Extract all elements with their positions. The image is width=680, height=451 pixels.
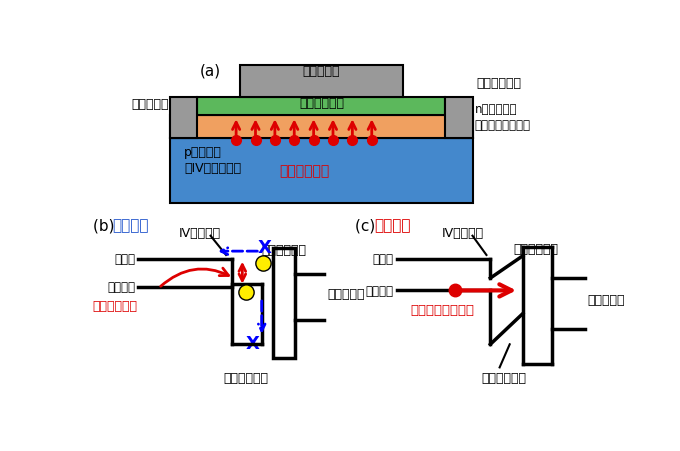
Text: 価電子帯: 価電子帯 [365, 284, 394, 297]
Text: 価電子帯: 価電子帯 [107, 281, 135, 294]
Bar [170, 138, 473, 204]
Text: ゲート電極: ゲート電極 [303, 64, 340, 78]
Bar [197, 98, 445, 115]
Text: ゲート絶縁膜: ゲート絶縁膜 [299, 97, 344, 110]
Bar [445, 98, 473, 138]
Bar [170, 115, 473, 138]
Text: ドレイン電極: ドレイン電極 [477, 77, 522, 90]
Text: 酸化物半導体: 酸化物半導体 [481, 372, 526, 384]
FancyArrowPatch shape [160, 268, 228, 286]
Text: p型ソース
（IV族半導体）: p型ソース （IV族半導体） [184, 146, 241, 175]
Text: (c): (c) [355, 218, 380, 233]
Text: トンネリング: トンネリング [279, 164, 329, 178]
Text: ゲート電極: ゲート電極 [588, 294, 625, 307]
Text: ゲート絶縁膜: ゲート絶縁膜 [513, 242, 558, 255]
Text: 伝導帯: 伝導帯 [114, 253, 135, 266]
Text: ソース電極: ソース電極 [131, 98, 169, 111]
Text: IV族半導体: IV族半導体 [442, 227, 484, 240]
Text: IV族半導体: IV族半導体 [179, 227, 221, 240]
Text: 伝導帯: 伝導帯 [373, 253, 394, 266]
Bar [240, 66, 403, 98]
Text: ゲート絶縁膜: ゲート絶縁膜 [262, 243, 307, 256]
Text: n型チャネル
（酸化物半導体）: n型チャネル （酸化物半導体） [475, 103, 531, 132]
Text: ゲート電極: ゲート電極 [328, 287, 365, 300]
Bar [170, 98, 197, 138]
Text: (a): (a) [200, 63, 221, 78]
Text: 実効障壁高さ: 実効障壁高さ [92, 299, 138, 313]
Text: 量子トンネリング: 量子トンネリング [411, 304, 475, 317]
Text: (b): (b) [92, 218, 119, 233]
Text: X: X [258, 239, 272, 257]
Text: 酸化物半導体: 酸化物半導体 [223, 372, 268, 384]
Text: X: X [245, 334, 259, 352]
Bar [273, 249, 295, 359]
Text: オン状態: オン状態 [374, 218, 411, 233]
Text: オフ状態: オフ状態 [112, 218, 149, 233]
